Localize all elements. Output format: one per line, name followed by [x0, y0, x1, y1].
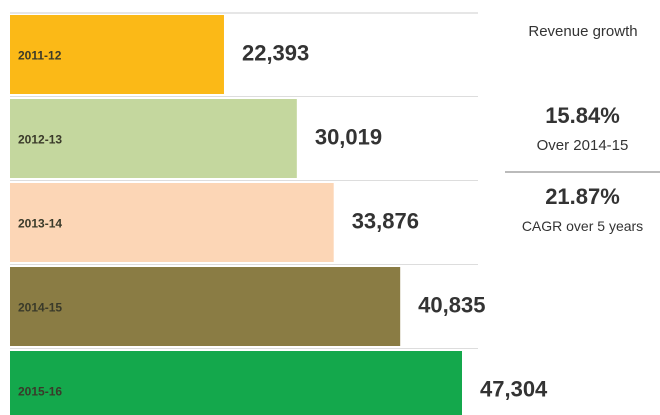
- category-label: 2014-15: [18, 301, 62, 315]
- cagr-note: CAGR over 5 years: [521, 218, 644, 234]
- category-label: 2013-14: [18, 217, 62, 231]
- value-label: 47,304: [480, 376, 548, 401]
- panel-heading: Revenue growth: [528, 23, 638, 40]
- bar: [10, 267, 401, 346]
- value-label: 33,876: [352, 208, 419, 233]
- category-label: 2011-12: [18, 49, 62, 63]
- category-label: 2015-16: [18, 385, 62, 399]
- value-label: 30,019: [315, 124, 382, 149]
- value-label: 40,835: [418, 292, 485, 317]
- growth-note: Over 2014-15: [536, 137, 629, 154]
- cagr-value: 21.87%: [545, 184, 620, 209]
- bar: [10, 183, 334, 262]
- bar: [10, 351, 462, 415]
- value-label: 22,393: [242, 40, 309, 65]
- bar: [10, 99, 297, 178]
- bar: [10, 15, 224, 94]
- growth-value: 15.84%: [545, 103, 620, 128]
- category-label: 2012-13: [18, 133, 62, 147]
